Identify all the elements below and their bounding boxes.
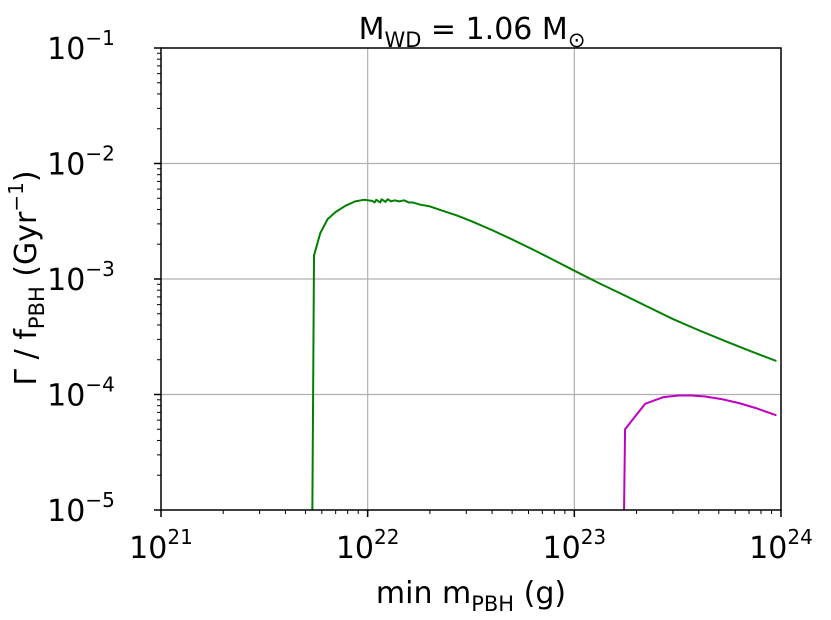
- y-tick-label: 10−1: [47, 26, 115, 67]
- y-tick-label: 10−4: [47, 373, 115, 414]
- y-label-end: ): [9, 170, 44, 182]
- x-label-sub: PBH: [471, 592, 514, 616]
- y-tick-label: 10−3: [47, 257, 115, 298]
- x-tick-base: 10: [336, 531, 374, 566]
- x-tick-label: 1023: [543, 525, 607, 566]
- y-tick-base: 10: [47, 32, 85, 67]
- y-tick-exponent: −5: [85, 488, 114, 512]
- grid-lines: [161, 48, 781, 510]
- title-main: M: [359, 12, 385, 47]
- title-sub: WD: [384, 28, 421, 52]
- y-tick-base: 10: [47, 379, 85, 414]
- y-tick-exponent: −4: [85, 373, 114, 397]
- y-tick-base: 10: [47, 494, 85, 529]
- y-label-sup: −1: [4, 182, 28, 211]
- y-label-main: Γ / f: [9, 328, 44, 386]
- series-lines: [311, 198, 777, 511]
- y-label-sub: PBH: [25, 286, 49, 329]
- major-ticks: [154, 47, 782, 517]
- x-tick-exponent: 21: [167, 525, 192, 549]
- title-rest: = 1.06 M: [421, 12, 567, 47]
- y-label-rest: (Gyr: [9, 211, 44, 286]
- y-axis-label: Γ / fPBH (Gyr−1): [4, 170, 49, 385]
- x-tick-exponent: 24: [787, 525, 812, 549]
- series-line-2: [623, 394, 777, 511]
- y-tick-labels: 10−510−410−310−210−1: [47, 26, 115, 529]
- title-unit-sub: ⊙: [568, 28, 586, 52]
- series-line-1: [311, 198, 777, 511]
- y-tick-label: 10−5: [47, 488, 115, 529]
- x-label-rest: (g): [514, 576, 566, 611]
- x-tick-label: 1024: [749, 525, 813, 566]
- y-tick-exponent: −1: [85, 26, 114, 50]
- chart-title: MWD = 1.06 M⊙: [359, 12, 586, 52]
- x-tick-label: 1022: [336, 525, 400, 566]
- y-tick-exponent: −3: [85, 257, 114, 281]
- x-label-main: min m: [376, 576, 471, 611]
- y-tick-base: 10: [47, 263, 85, 298]
- x-tick-exponent: 22: [374, 525, 399, 549]
- y-tick-label: 10−2: [47, 142, 115, 183]
- x-axis-label: min mPBH (g): [376, 576, 566, 616]
- x-tick-base: 10: [543, 531, 581, 566]
- y-tick-exponent: −2: [85, 142, 114, 166]
- x-tick-base: 10: [129, 531, 167, 566]
- x-tick-base: 10: [749, 531, 787, 566]
- y-tick-base: 10: [47, 148, 85, 183]
- minor-ticks: [157, 52, 773, 514]
- x-tick-labels: 1021 1022 1023 1024: [129, 525, 813, 566]
- x-tick-exponent: 23: [581, 525, 606, 549]
- x-tick-label: 1021: [129, 525, 193, 566]
